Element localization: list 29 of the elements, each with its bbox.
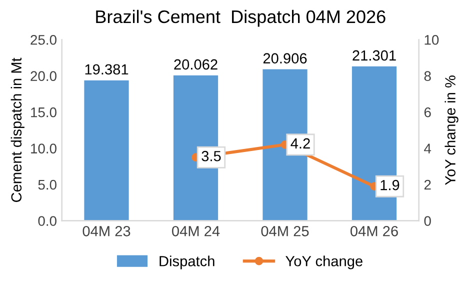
x-tick-label: 04M 25 bbox=[261, 226, 309, 236]
legend-label: YoY change bbox=[286, 256, 362, 270]
data-label: 3.5 bbox=[202, 150, 221, 162]
y-tick-label: 5.0 bbox=[38, 180, 56, 190]
data-label: 20.062 bbox=[174, 59, 218, 70]
y-tick-label: 0.0 bbox=[38, 216, 56, 226]
y-tick-label: 15.0 bbox=[31, 107, 56, 118]
y2-tick-label: 8 bbox=[424, 71, 431, 82]
chart-title: Brazil's Cement Dispatch 04M 2026 bbox=[96, 10, 386, 27]
data-label: 20.906 bbox=[263, 53, 307, 64]
x-tick-label: 04M 23 bbox=[82, 226, 130, 236]
y2-tick-label: 6 bbox=[424, 107, 431, 118]
data-label: 19.381 bbox=[85, 64, 128, 75]
y-tick-label: 20.0 bbox=[30, 71, 56, 82]
x-tick-label: 04M 26 bbox=[350, 226, 398, 236]
data-label: 4.2 bbox=[290, 138, 310, 148]
y2-tick-label: 2 bbox=[424, 180, 431, 190]
x-tick-label: 04M 24 bbox=[172, 226, 220, 236]
y2-tick-label: 10 bbox=[424, 34, 439, 45]
y-axis-title: Cement dispatch in Mt bbox=[10, 58, 24, 202]
data-label: 1.9 bbox=[380, 180, 400, 190]
data-label: 21.301 bbox=[352, 50, 396, 61]
bar bbox=[84, 80, 129, 221]
y2-axis-title: YoY change in % bbox=[444, 76, 458, 186]
y-tick-label: 10.0 bbox=[31, 144, 56, 154]
y-tick-label: 25.0 bbox=[30, 34, 56, 45]
y2-tick-label: 0 bbox=[424, 216, 431, 226]
y2-tick-label: 4 bbox=[424, 144, 432, 154]
legend-label: Dispatch bbox=[160, 256, 214, 270]
